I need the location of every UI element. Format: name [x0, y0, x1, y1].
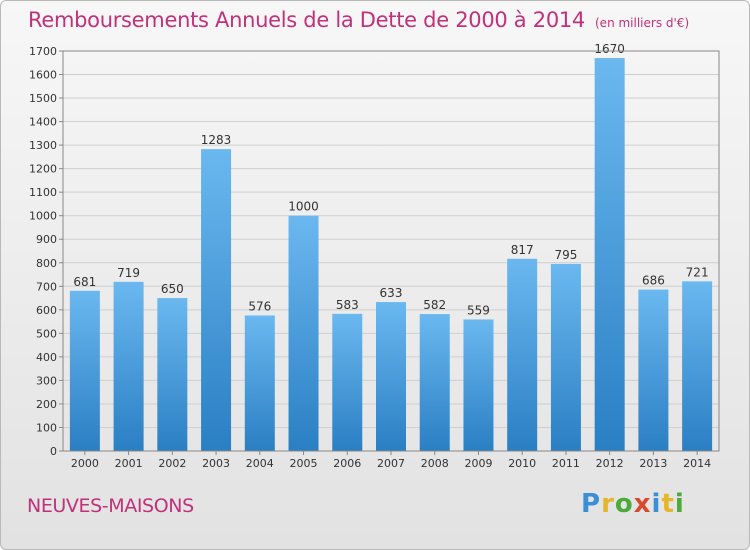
data-label-2007: 633	[380, 286, 403, 300]
x-axis-ticks: 2000 2001 2002 2003 2004 2005 2006 2007 2008 2009…	[71, 451, 711, 470]
data-label-2000: 681	[73, 275, 96, 289]
chart-title-text: Remboursements Annuels de la Dette de 20…	[28, 8, 585, 32]
x-tick-label-2007: 2007	[377, 457, 405, 470]
y-tick-label: 900	[36, 233, 57, 246]
y-tick-label: 800	[36, 257, 57, 270]
y-tick-label: 500	[36, 327, 57, 340]
bar-2007	[376, 302, 406, 451]
y-axis-ticks: 0 100 200 300 400 500 600 700 800 900 1000 1100 1200…	[29, 45, 63, 458]
y-tick-label: 1400	[29, 116, 57, 129]
y-tick-label: 1500	[29, 92, 57, 105]
y-tick-label: 600	[36, 304, 57, 317]
x-tick-label-2008: 2008	[421, 457, 449, 470]
y-tick-label: 1300	[29, 139, 57, 152]
y-tick-label: 0	[50, 445, 57, 458]
data-labels: 681 719 650 1283 576 1000 583 633 582 559 817 795 16…	[73, 42, 708, 317]
bar-2010	[507, 258, 538, 451]
place-name: NEUVES-MAISONS	[27, 495, 194, 517]
data-label-2010: 817	[511, 243, 534, 257]
data-label-2014: 721	[686, 265, 709, 279]
data-label-2003: 1283	[201, 133, 232, 147]
y-tick-label: 200	[36, 398, 57, 411]
data-label-2009: 559	[467, 303, 490, 317]
data-label-2013: 686	[642, 274, 665, 288]
x-tick-label-2013: 2013	[639, 457, 667, 470]
bar-2006	[332, 313, 363, 451]
x-tick-label-2005: 2005	[290, 457, 318, 470]
y-tick-label: 400	[36, 351, 57, 364]
bar-2011	[550, 263, 581, 451]
x-tick-label-2004: 2004	[246, 457, 274, 470]
x-tick-label-2012: 2012	[596, 457, 624, 470]
bar-2004	[244, 315, 275, 451]
x-tick-label-2014: 2014	[683, 457, 711, 470]
data-label-2002: 650	[161, 282, 184, 296]
bars	[69, 58, 713, 451]
x-tick-label-2000: 2000	[71, 457, 99, 470]
bar-2005	[288, 215, 319, 451]
x-tick-label-2011: 2011	[552, 457, 580, 470]
x-tick-label-2002: 2002	[158, 457, 186, 470]
y-tick-label: 1100	[29, 186, 57, 199]
bar-2003	[201, 149, 232, 451]
y-tick-label: 1200	[29, 163, 57, 176]
y-tick-label: 1000	[29, 210, 57, 223]
bar-2001	[113, 281, 144, 451]
y-tick-label: 300	[36, 374, 57, 387]
bar-2009	[463, 319, 494, 451]
data-label-2008: 582	[423, 298, 446, 312]
data-label-2011: 795	[554, 248, 577, 262]
data-label-2006: 583	[336, 298, 359, 312]
data-label-2012: 1670	[594, 42, 625, 56]
data-label-2001: 719	[117, 266, 140, 280]
bar-2008	[419, 314, 450, 451]
bar-2013	[638, 289, 669, 451]
chart-unit: (en milliers d'€)	[595, 16, 690, 30]
x-tick-label-2010: 2010	[508, 457, 536, 470]
chart-title: Remboursements Annuels de la Dette de 20…	[28, 8, 689, 32]
data-label-2005: 1000	[288, 200, 319, 214]
bar-2014	[682, 281, 713, 451]
bar-2000	[69, 290, 100, 451]
x-tick-label-2001: 2001	[115, 457, 143, 470]
y-tick-label: 100	[36, 421, 57, 434]
y-tick-label: 1600	[29, 69, 57, 82]
bar-2002	[157, 298, 188, 451]
bar-2012	[594, 58, 625, 451]
y-tick-label: 700	[36, 280, 57, 293]
plot-area	[62, 50, 720, 452]
brand-logo[interactable]: Proxiti	[581, 489, 685, 519]
x-tick-label-2003: 2003	[202, 457, 230, 470]
x-tick-label-2006: 2006	[333, 457, 361, 470]
data-label-2004: 576	[248, 299, 271, 313]
y-tick-label: 1700	[29, 45, 57, 58]
x-tick-label-2009: 2009	[464, 457, 492, 470]
